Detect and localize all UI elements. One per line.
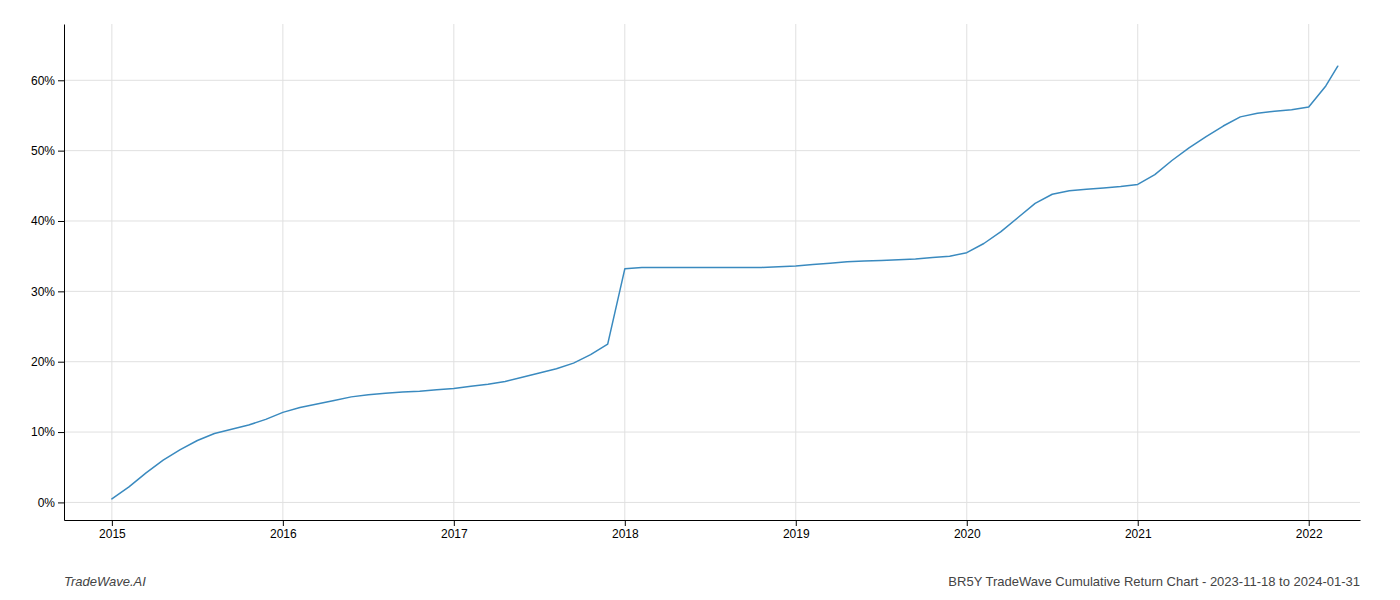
grid-line-y — [64, 432, 1360, 433]
x-tick-mark — [454, 520, 455, 526]
x-tick-mark — [1309, 520, 1310, 526]
y-tick-label: 10% — [31, 425, 55, 439]
x-tick-label: 2021 — [1125, 527, 1152, 541]
x-tick-label: 2022 — [1296, 527, 1323, 541]
x-axis-line — [65, 520, 1361, 521]
x-tick-mark — [1138, 520, 1139, 526]
grid-line-x — [1137, 24, 1138, 520]
x-tick: 2017 — [441, 520, 468, 541]
grid-line-y — [64, 361, 1360, 362]
footer-left: TradeWave.AI — [64, 574, 146, 589]
x-tick: 2021 — [1125, 520, 1152, 541]
y-tick: 50% — [31, 144, 64, 158]
y-tick-mark — [58, 151, 64, 152]
grid-line-x — [111, 24, 112, 520]
x-tick: 2018 — [612, 520, 639, 541]
x-tick: 2016 — [270, 520, 297, 541]
grid-line-y — [64, 502, 1360, 503]
x-tick-label: 2018 — [612, 527, 639, 541]
x-tick: 2015 — [99, 520, 126, 541]
plot: 2015 2016 2017 2018 2019 2020 2021 2022 0% 10% 20%… — [31, 24, 1361, 541]
grid-line-y — [64, 80, 1360, 81]
x-tick-mark — [625, 520, 626, 526]
x-tick-mark — [283, 520, 284, 526]
x-tick-label: 2020 — [954, 527, 981, 541]
grid-line-x — [453, 24, 454, 520]
x-tick-label: 2017 — [441, 527, 468, 541]
y-tick-mark — [58, 362, 64, 363]
y-tick: 10% — [31, 425, 64, 439]
grid-line-y — [64, 150, 1360, 151]
grid-line-x — [795, 24, 796, 520]
x-axis: 2015 2016 2017 2018 2019 2020 2021 2022 — [65, 520, 1361, 541]
grid-line-y — [64, 220, 1360, 221]
x-tick: 2019 — [783, 520, 810, 541]
footer: TradeWave.AI BR5Y TradeWave Cumulative Re… — [64, 574, 1360, 589]
footer-right: BR5Y TradeWave Cumulative Return Chart -… — [948, 574, 1360, 589]
x-tick-label: 2016 — [270, 527, 297, 541]
y-tick-mark — [58, 502, 64, 503]
y-tick-label: 60% — [31, 74, 55, 88]
grid-line-x — [282, 24, 283, 520]
y-tick-mark — [58, 221, 64, 222]
y-tick-mark — [58, 80, 64, 81]
y-tick: 60% — [31, 74, 64, 88]
y-tick: 0% — [38, 496, 64, 510]
chart: 2015 2016 2017 2018 2019 2020 2021 2022 0% 10% 20%… — [0, 0, 1400, 600]
grid-line-x — [966, 24, 967, 520]
x-tick-mark — [112, 520, 113, 526]
y-axis: 0% 10% 20% 30% 40% 50% 60% — [31, 25, 65, 521]
x-tick: 2020 — [954, 520, 981, 541]
marks — [112, 66, 1338, 499]
x-tick-label: 2019 — [783, 527, 810, 541]
y-tick-label: 50% — [31, 144, 55, 158]
x-tick-mark — [796, 520, 797, 526]
y-axis-line — [64, 25, 65, 521]
grid-line-y — [64, 291, 1360, 292]
grid — [64, 24, 1360, 520]
y-tick-mark — [58, 432, 64, 433]
y-tick-mark — [58, 291, 64, 292]
y-tick: 20% — [31, 355, 64, 369]
x-tick-mark — [967, 520, 968, 526]
y-tick: 40% — [31, 214, 64, 228]
x-tick-label: 2015 — [99, 527, 126, 541]
y-tick-label: 30% — [31, 285, 55, 299]
y-tick: 30% — [31, 285, 64, 299]
x-tick: 2022 — [1296, 520, 1323, 541]
line — [112, 66, 1338, 499]
y-tick-label: 20% — [31, 355, 55, 369]
y-tick-label: 0% — [38, 496, 56, 510]
y-tick-label: 40% — [31, 214, 55, 228]
grid-line-x — [1308, 24, 1309, 520]
